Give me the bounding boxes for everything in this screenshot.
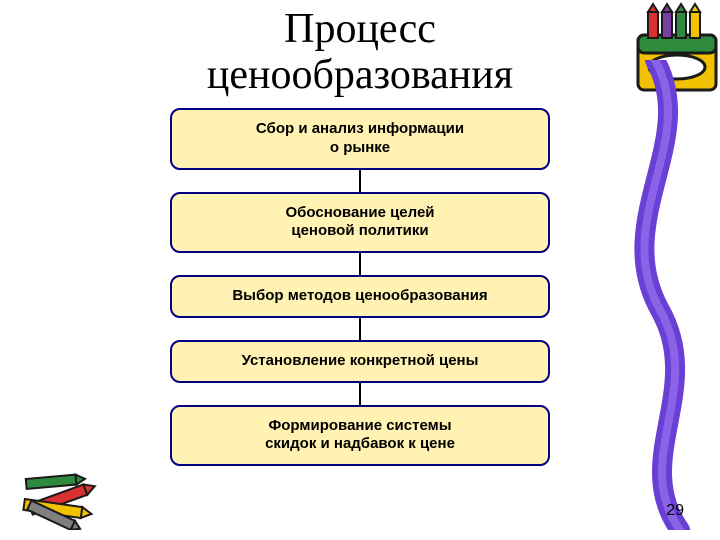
connector: [359, 170, 361, 192]
step-label: Выбор методов ценообразования: [232, 287, 487, 304]
loose-crayons-icon: [20, 460, 120, 530]
step-2: Обоснование целейценовой политики: [170, 192, 550, 254]
title-line-2: ценообразования: [207, 52, 513, 98]
connector: [359, 383, 361, 405]
page-number: 29: [666, 502, 684, 520]
connector: [359, 253, 361, 275]
step-4: Установление конкретной цены: [170, 340, 550, 383]
step-label: Формирование системыскидок и надбавок к …: [265, 417, 455, 453]
flowchart: Сбор и анализ информациио рынке Обоснова…: [170, 108, 550, 466]
step-label: Обоснование целейценовой политики: [285, 204, 434, 240]
step-3: Выбор методов ценообразования: [170, 275, 550, 318]
step-5: Формирование системыскидок и надбавок к …: [170, 405, 550, 467]
connector: [359, 318, 361, 340]
step-1: Сбор и анализ информациио рынке: [170, 108, 550, 170]
step-label: Сбор и анализ информациио рынке: [256, 120, 464, 156]
swoosh-icon: [590, 60, 710, 530]
step-label: Установление конкретной цены: [242, 352, 479, 369]
title-line-1: Процесс: [284, 6, 436, 52]
